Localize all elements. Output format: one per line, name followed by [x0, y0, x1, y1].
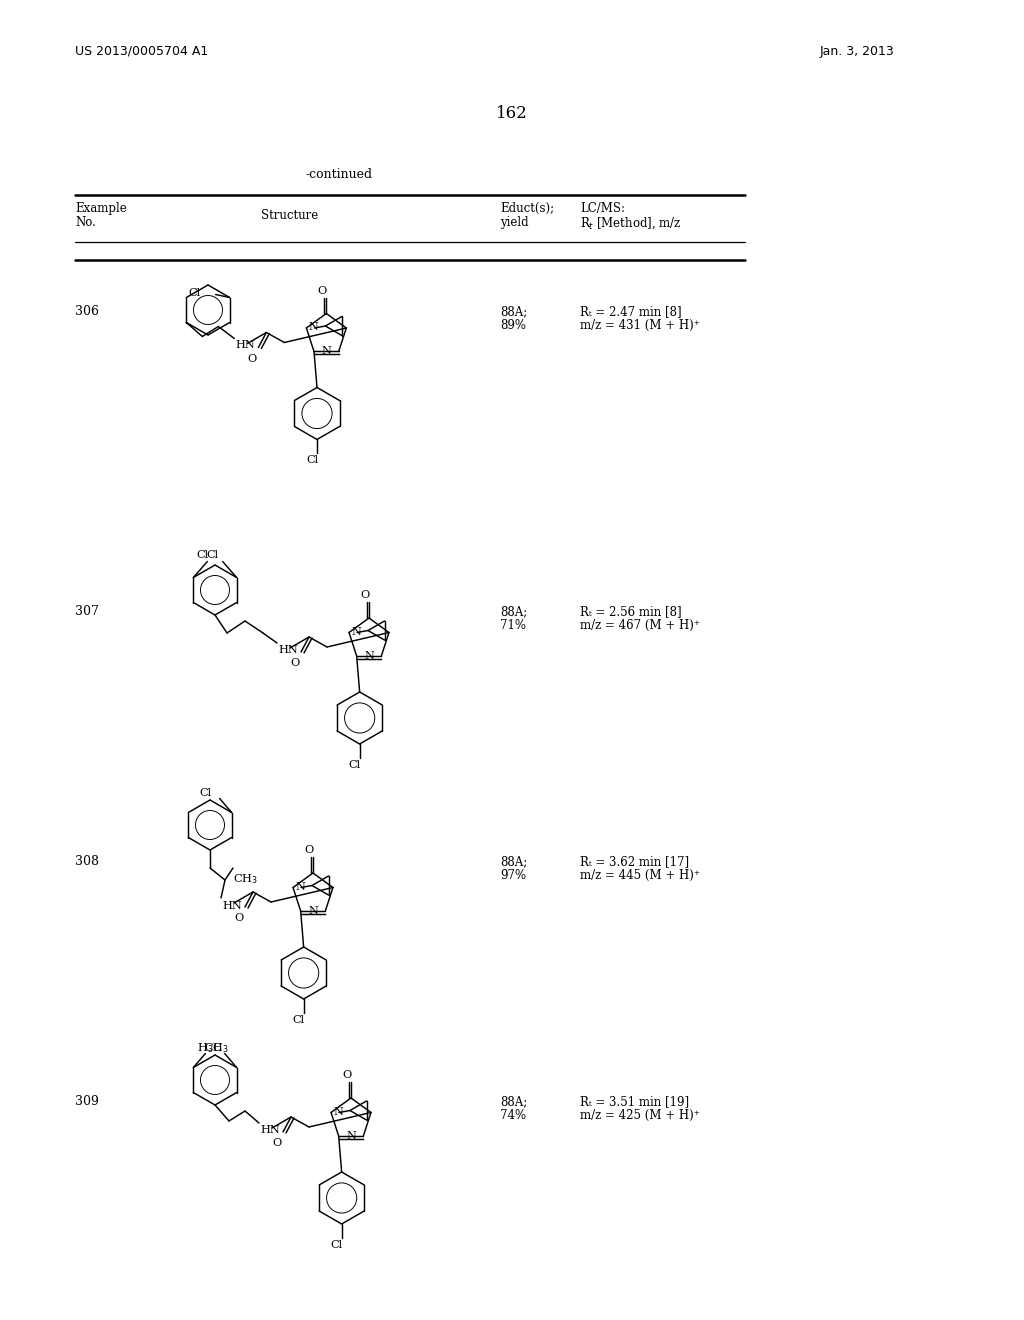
Text: m/z = 431 (M + H)⁺: m/z = 431 (M + H)⁺ [580, 319, 699, 333]
Text: Rₜ = 3.51 min [19]: Rₜ = 3.51 min [19] [580, 1096, 689, 1107]
Text: 74%: 74% [500, 1109, 526, 1122]
Text: N: N [365, 651, 375, 661]
Text: N: N [295, 882, 305, 891]
Text: Cl: Cl [348, 760, 360, 770]
Text: Rₜ = 2.47 min [8]: Rₜ = 2.47 min [8] [580, 305, 682, 318]
Text: H$_3$C: H$_3$C [198, 1041, 222, 1055]
Text: 89%: 89% [500, 319, 526, 333]
Text: Rₜ = 2.56 min [8]: Rₜ = 2.56 min [8] [580, 605, 682, 618]
Text: 308: 308 [75, 855, 99, 869]
Text: Cl: Cl [331, 1239, 343, 1250]
Text: O: O [248, 354, 257, 363]
Text: N: N [346, 1131, 356, 1140]
Text: LC/MS:: LC/MS: [580, 202, 625, 215]
Text: 88A;: 88A; [500, 305, 527, 318]
Text: m/z = 467 (M + H)⁺: m/z = 467 (M + H)⁺ [580, 619, 700, 632]
Text: 97%: 97% [500, 869, 526, 882]
Text: Jan. 3, 2013: Jan. 3, 2013 [820, 45, 895, 58]
Text: Cl: Cl [200, 788, 212, 797]
Text: N: N [333, 1106, 343, 1117]
Text: N: N [308, 322, 318, 333]
Text: m/z = 425 (M + H)⁺: m/z = 425 (M + H)⁺ [580, 1109, 699, 1122]
Text: Cl: Cl [207, 549, 218, 560]
Text: O: O [317, 285, 327, 296]
Text: Cl: Cl [188, 288, 201, 297]
Text: HN: HN [222, 902, 242, 911]
Text: 307: 307 [75, 605, 99, 618]
Text: N: N [351, 627, 360, 636]
Text: 162: 162 [496, 106, 528, 121]
Text: O: O [342, 1071, 351, 1080]
Text: 309: 309 [75, 1096, 99, 1107]
Text: 306: 306 [75, 305, 99, 318]
Text: O: O [291, 657, 300, 668]
Text: Cl: Cl [197, 549, 209, 560]
Text: O: O [234, 913, 244, 923]
Text: O: O [272, 1138, 282, 1148]
Text: US 2013/0005704 A1: US 2013/0005704 A1 [75, 45, 208, 58]
Text: 88A;: 88A; [500, 1096, 527, 1107]
Text: 88A;: 88A; [500, 605, 527, 618]
Text: N: N [308, 906, 318, 916]
Text: -continued: -continued [305, 168, 372, 181]
Text: HN: HN [260, 1125, 280, 1135]
Text: O: O [304, 845, 313, 855]
Text: 71%: 71% [500, 619, 526, 632]
Text: Example: Example [75, 202, 127, 215]
Text: CH$_3$: CH$_3$ [233, 873, 258, 886]
Text: Rₜ = 3.62 min [17]: Rₜ = 3.62 min [17] [580, 855, 689, 869]
Text: HN: HN [236, 341, 255, 351]
Text: Educt(s);: Educt(s); [500, 202, 554, 215]
Text: Cl: Cl [306, 455, 318, 466]
Text: CH$_3$: CH$_3$ [205, 1041, 229, 1055]
Text: Cl: Cl [293, 1015, 305, 1026]
Text: O: O [360, 590, 370, 601]
Text: yield: yield [500, 216, 528, 228]
Text: N: N [322, 346, 332, 356]
Text: 88A;: 88A; [500, 855, 527, 869]
Text: No.: No. [75, 216, 96, 228]
Text: m/z = 445 (M + H)⁺: m/z = 445 (M + H)⁺ [580, 869, 700, 882]
Text: Structure: Structure [261, 209, 318, 222]
Text: R$_t$ [Method], m/z: R$_t$ [Method], m/z [580, 216, 682, 231]
Text: HN: HN [278, 645, 298, 655]
